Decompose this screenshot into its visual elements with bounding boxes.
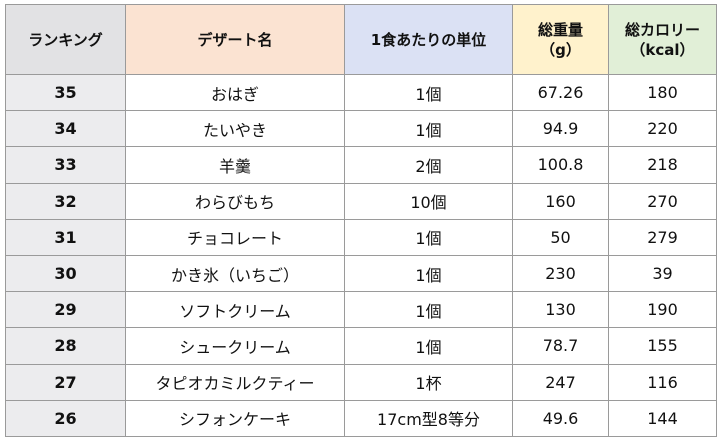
dessert-name-cell: ソフトクリーム xyxy=(125,291,345,329)
dessert-name-cell: シュークリーム xyxy=(125,327,345,365)
table-row: 35 おはぎ 1個 67.26 180 xyxy=(5,73,717,112)
table-row: 28 シュークリーム 1個 78.7 155 xyxy=(5,327,717,365)
table-row: 34 たいやき 1個 94.9 220 xyxy=(5,110,717,148)
table-row: 27 タピオカミルクティー 1杯 247 116 xyxy=(5,363,717,401)
table-header: ランキング デザート名 1食あたりの単位 総重量 （g） 総カロリー （kcal… xyxy=(5,4,717,75)
header-rank: ランキング xyxy=(5,4,126,75)
weight-cell: 100.8 xyxy=(512,146,609,184)
weight-cell: 50 xyxy=(512,218,609,256)
dessert-name-cell: おはぎ xyxy=(125,73,345,112)
unit-cell: 1個 xyxy=(344,291,513,329)
rank-cell: 28 xyxy=(5,327,126,365)
table-row: 29 ソフトクリーム 1個 130 190 xyxy=(5,291,717,329)
calorie-cell: 220 xyxy=(608,110,717,148)
calorie-cell: 218 xyxy=(608,146,717,184)
unit-cell: 1個 xyxy=(344,254,513,293)
calorie-cell: 39 xyxy=(608,254,717,293)
unit-cell: 1個 xyxy=(344,327,513,365)
unit-cell: 17cm型8等分 xyxy=(344,399,513,437)
dessert-name-cell: チョコレート xyxy=(125,218,345,256)
weight-cell: 247 xyxy=(512,363,609,401)
weight-cell: 49.6 xyxy=(512,399,609,437)
calorie-cell: 270 xyxy=(608,182,717,220)
header-total-weight-label: 総重量 xyxy=(537,20,583,39)
dessert-name-cell: かき氷（いちご） xyxy=(125,254,345,293)
header-row: ランキング デザート名 1食あたりの単位 総重量 （g） 総カロリー （kcal… xyxy=(5,4,717,75)
rank-cell: 34 xyxy=(5,110,126,148)
calorie-cell: 190 xyxy=(608,291,717,329)
dessert-name-cell: タピオカミルクティー xyxy=(125,363,345,401)
header-total-calorie-unit: （kcal） xyxy=(630,40,695,59)
table-row: 31 チョコレート 1個 50 279 xyxy=(5,218,717,256)
table-body: 35 おはぎ 1個 67.26 180 34 たいやき 1個 94.9 220 … xyxy=(5,73,717,437)
unit-cell: 10個 xyxy=(344,182,513,220)
calorie-cell: 279 xyxy=(608,218,717,256)
weight-cell: 78.7 xyxy=(512,327,609,365)
rank-cell: 35 xyxy=(5,73,126,112)
rank-cell: 33 xyxy=(5,146,126,184)
calorie-cell: 155 xyxy=(608,327,717,365)
dessert-name-cell: シフォンケーキ xyxy=(125,399,345,437)
header-total-calorie: 総カロリー （kcal） xyxy=(608,4,717,75)
header-total-weight: 総重量 （g） xyxy=(512,4,609,75)
rank-cell: 32 xyxy=(5,182,126,220)
calorie-cell: 116 xyxy=(608,363,717,401)
table-row: 33 羊羹 2個 100.8 218 xyxy=(5,146,717,184)
weight-cell: 130 xyxy=(512,291,609,329)
dessert-calorie-ranking-table: ランキング デザート名 1食あたりの単位 総重量 （g） 総カロリー （kcal… xyxy=(5,4,717,437)
rank-cell: 29 xyxy=(5,291,126,329)
header-unit: 1食あたりの単位 xyxy=(344,4,513,75)
unit-cell: 1杯 xyxy=(344,363,513,401)
weight-cell: 230 xyxy=(512,254,609,293)
dessert-name-cell: 羊羹 xyxy=(125,146,345,184)
header-total-weight-unit: （g） xyxy=(540,40,581,59)
rank-cell: 27 xyxy=(5,363,126,401)
header-total-calorie-label: 総カロリー xyxy=(624,20,700,39)
weight-cell: 160 xyxy=(512,182,609,220)
unit-cell: 1個 xyxy=(344,110,513,148)
unit-cell: 1個 xyxy=(344,73,513,112)
unit-cell: 1個 xyxy=(344,218,513,256)
header-dessert-name-label: デザート名 xyxy=(197,30,273,49)
table-row: 32 わらびもち 10個 160 270 xyxy=(5,182,717,220)
rank-cell: 26 xyxy=(5,399,126,437)
weight-cell: 94.9 xyxy=(512,110,609,148)
header-dessert-name: デザート名 xyxy=(125,4,345,75)
rank-cell: 31 xyxy=(5,218,126,256)
weight-cell: 67.26 xyxy=(512,73,609,112)
dessert-name-cell: たいやき xyxy=(125,110,345,148)
calorie-cell: 144 xyxy=(608,399,717,437)
header-unit-label: 1食あたりの単位 xyxy=(370,30,487,49)
unit-cell: 2個 xyxy=(344,146,513,184)
dessert-name-cell: わらびもち xyxy=(125,182,345,220)
table-row: 26 シフォンケーキ 17cm型8等分 49.6 144 xyxy=(5,399,717,437)
rank-cell: 30 xyxy=(5,254,126,293)
header-rank-label: ランキング xyxy=(28,30,103,49)
table-row: 30 かき氷（いちご） 1個 230 39 xyxy=(5,254,717,293)
calorie-cell: 180 xyxy=(608,73,717,112)
